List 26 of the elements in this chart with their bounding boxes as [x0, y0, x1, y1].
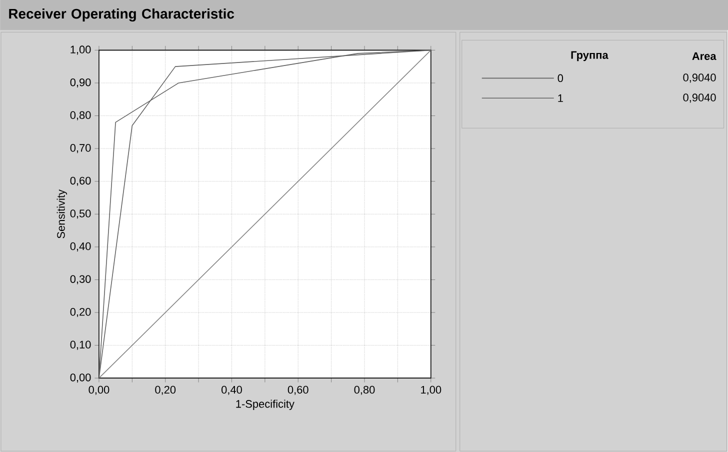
y-tick-label: 0,40 — [70, 242, 91, 252]
text: 0 — [558, 74, 564, 82]
text: Area — [692, 52, 716, 60]
x-tick-label: 0,60 — [288, 386, 308, 395]
legend-title: Группа — [571, 51, 608, 62]
y-tick-label: 0,80 — [70, 111, 91, 120]
text: 1 — [558, 94, 563, 102]
x-tick-label: 0,80 — [354, 386, 375, 395]
y-tick-label: 1,00 — [70, 46, 91, 55]
x-tick-label: 0,00 — [88, 386, 110, 395]
x-axis-title: 1-Specificity — [236, 400, 294, 410]
y-tick-label: 0,90 — [70, 78, 91, 88]
text: 0,9040 — [683, 74, 716, 83]
y-tick-label: 0,10 — [70, 340, 91, 350]
y-tick-label: 0,70 — [70, 144, 91, 154]
y-tick-label: 0,50 — [70, 210, 91, 219]
y-tick-label: 0,30 — [70, 275, 91, 284]
x-tick-label: 0,20 — [155, 386, 176, 395]
y-tick-label: 0,60 — [70, 176, 91, 186]
x-tick-label: 1,00 — [421, 386, 442, 395]
text: 0,9040 — [683, 94, 716, 103]
chart-title: Receiver Operating Characteristic — [9, 8, 234, 22]
y-tick-label: 0,20 — [70, 308, 91, 317]
y-tick-label: 0,00 — [70, 374, 91, 383]
y-axis-title: Sensitivity — [56, 189, 68, 238]
x-tick-label: 0,40 — [222, 386, 242, 395]
